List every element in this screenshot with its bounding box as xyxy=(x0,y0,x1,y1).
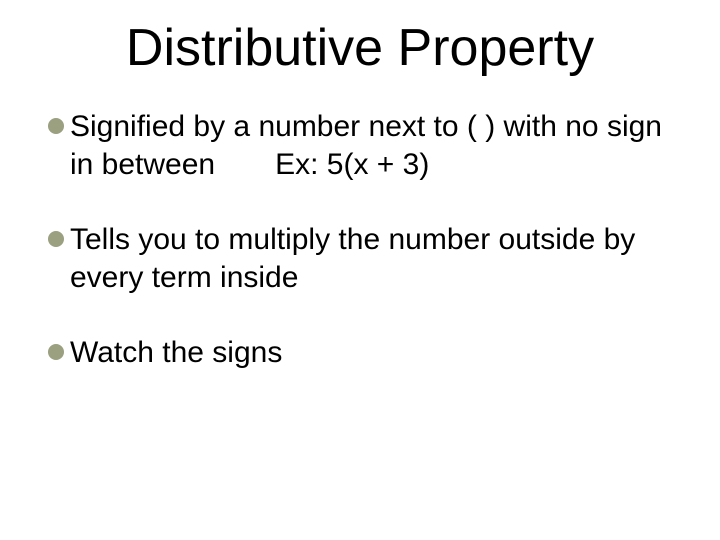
bullet-text: Tells you to multiply the number outside… xyxy=(70,221,680,296)
bullet-icon xyxy=(48,118,64,134)
bullet-text: Signified by a number next to ( ) with n… xyxy=(70,108,680,183)
slide-title: Distributive Property xyxy=(40,18,680,78)
list-item: Watch the signs xyxy=(48,334,680,372)
slide-container: Distributive Property Signified by a num… xyxy=(0,0,720,540)
bullet-icon xyxy=(48,231,64,247)
list-item: Tells you to multiply the number outside… xyxy=(48,221,680,296)
list-item: Signified by a number next to ( ) with n… xyxy=(48,108,680,183)
bullet-icon xyxy=(48,344,64,360)
bullet-list: Signified by a number next to ( ) with n… xyxy=(40,108,680,372)
bullet-text: Watch the signs xyxy=(70,334,680,372)
